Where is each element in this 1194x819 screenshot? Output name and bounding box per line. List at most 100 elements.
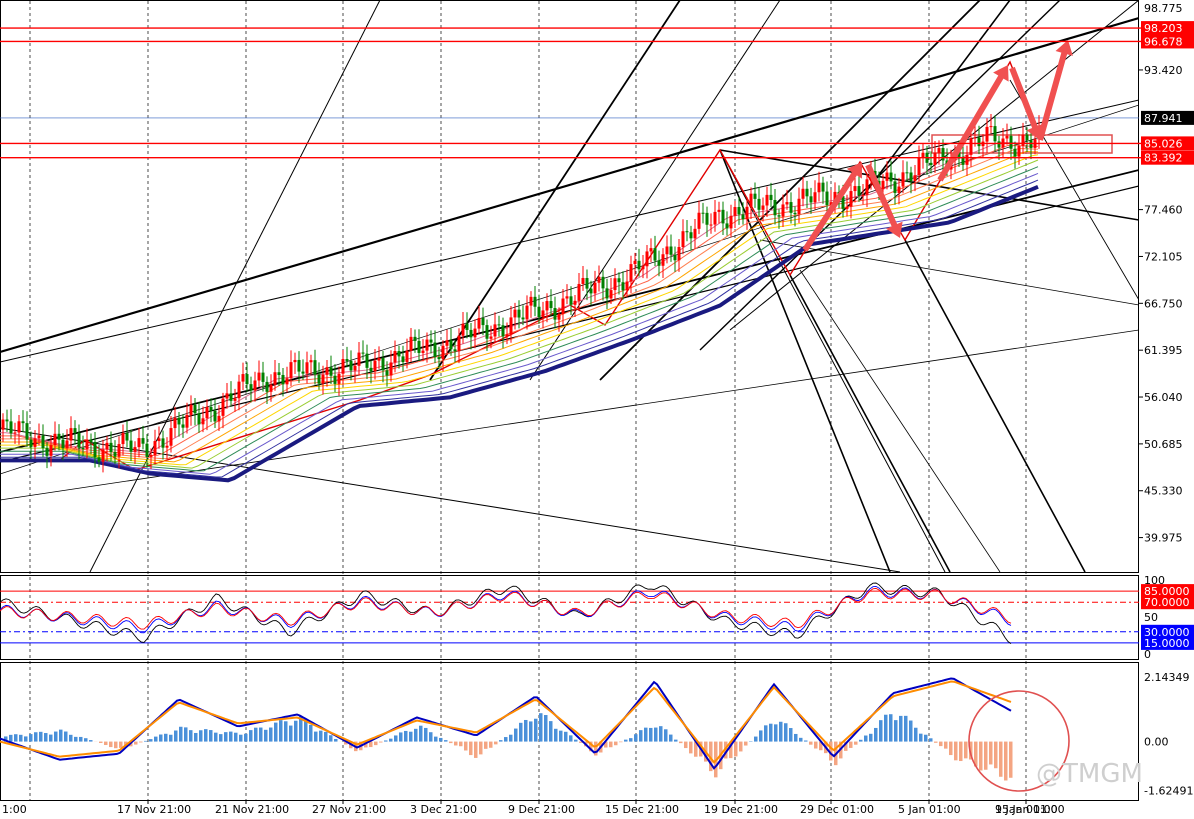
macd-histogram-bar [9,734,13,742]
candle-body [693,228,697,239]
level-value: 85.026 [1144,137,1183,150]
time-axis: 1:00 17 Nov 21:00 21 Nov 21:00 27 Nov 21:00… [2,800,1065,816]
macd-histogram-bar [789,728,793,742]
macd-histogram-bar [454,741,458,746]
macd-histogram-bar [549,721,553,742]
macd-histogram-bar [424,727,428,742]
trend-line [89,0,381,572]
candle-body [337,373,341,384]
macd-histogram-bar [394,735,398,742]
candle-body [173,417,177,429]
candle-body [1025,134,1029,141]
candle-body [665,246,669,255]
candle-body [1021,134,1025,146]
candle-body [593,282,597,294]
candle-body [177,417,181,425]
ma-line [0,154,1039,466]
macd-histogram-bar [759,730,763,742]
macd-axis-label: 0.00 [1144,736,1169,749]
candle-body [933,152,937,166]
macd-histogram-bar [429,732,433,742]
macd-histogram-bar [224,732,228,742]
candle-body [389,362,393,376]
candle-body [885,172,889,181]
macd-histogram-bar [989,741,993,765]
candle-body [941,147,945,161]
ma-line [0,147,1039,460]
candle-body [181,424,185,428]
candle-body [445,340,449,346]
macd-histogram-bar [1009,741,1013,778]
candle-body [625,281,629,291]
macd-lines [0,677,1070,792]
macd-histogram-bar [469,741,473,756]
macd-histogram-bar [569,735,573,742]
candle-body [773,200,777,216]
candle-body [573,300,577,305]
x-tick-label: 19 Dec 21:00 [704,803,778,816]
candle-body [713,211,717,225]
candle-body [45,448,49,456]
macd-histogram-bar [169,734,173,742]
candle-body [533,296,537,307]
forecast-arrow [865,163,903,239]
macd-histogram-bar [739,741,743,752]
macd-histogram-bar [819,741,823,751]
macd-histogram-bar [689,741,693,754]
macd-histogram-bar [609,741,613,748]
candle-body [1017,145,1021,157]
trend-line [0,16,1139,354]
macd-histogram-bar [509,734,513,742]
macd-histogram-bar [804,740,808,742]
watermark: @TMGM [1036,759,1143,789]
candle-body [53,433,57,446]
level-tag [1141,21,1194,36]
candle-body [809,196,813,203]
candle-body [733,207,737,216]
candle-body [101,449,105,462]
candle-body [957,150,961,157]
candle-body [1005,135,1009,139]
macd-histogram-bar [324,731,328,742]
macd-histogram-bar [994,741,998,769]
macd-histogram-bar [54,731,58,742]
macd-histogram-bar [84,738,88,742]
trend-line [759,239,1139,306]
candle-body [1009,135,1013,149]
candle-body [785,202,789,205]
macd-histogram-bar [744,741,748,746]
candle-body [521,317,525,320]
candle-body [677,247,681,261]
candle-body [529,296,533,306]
macd-histogram-bar [944,741,948,749]
candle-body [413,336,417,341]
candle-body [165,445,169,448]
candle-body [973,137,977,139]
candle-body [805,188,809,197]
macd-histogram-bar [404,730,408,742]
x-tick-label: 21 Nov 21:00 [215,803,289,816]
candle-body [169,428,173,446]
candle-body [209,406,213,411]
candle-body [601,276,605,289]
candle-body [993,126,997,142]
macd-histogram-bar [844,741,848,751]
highlight-circle [968,690,1070,792]
candle-body [765,194,769,206]
rsi-level-value: 85.0000 [1144,585,1190,598]
macd-histogram-bar [314,731,318,742]
y-tick-label: 61.395 [1144,344,1183,357]
level-value: 98.203 [1144,22,1183,35]
candle-body [113,451,117,457]
macd-histogram-bar [279,720,283,742]
macd-histogram-bar [294,720,298,742]
candle-body [441,345,445,360]
candle-body [117,444,121,457]
candle-body [457,335,461,352]
candle-body [241,374,245,382]
candle-body [489,336,493,339]
trend-line [719,149,891,572]
macd-histogram-bar [34,732,38,742]
macd-histogram-bar [444,740,448,742]
candle-body [757,198,761,210]
